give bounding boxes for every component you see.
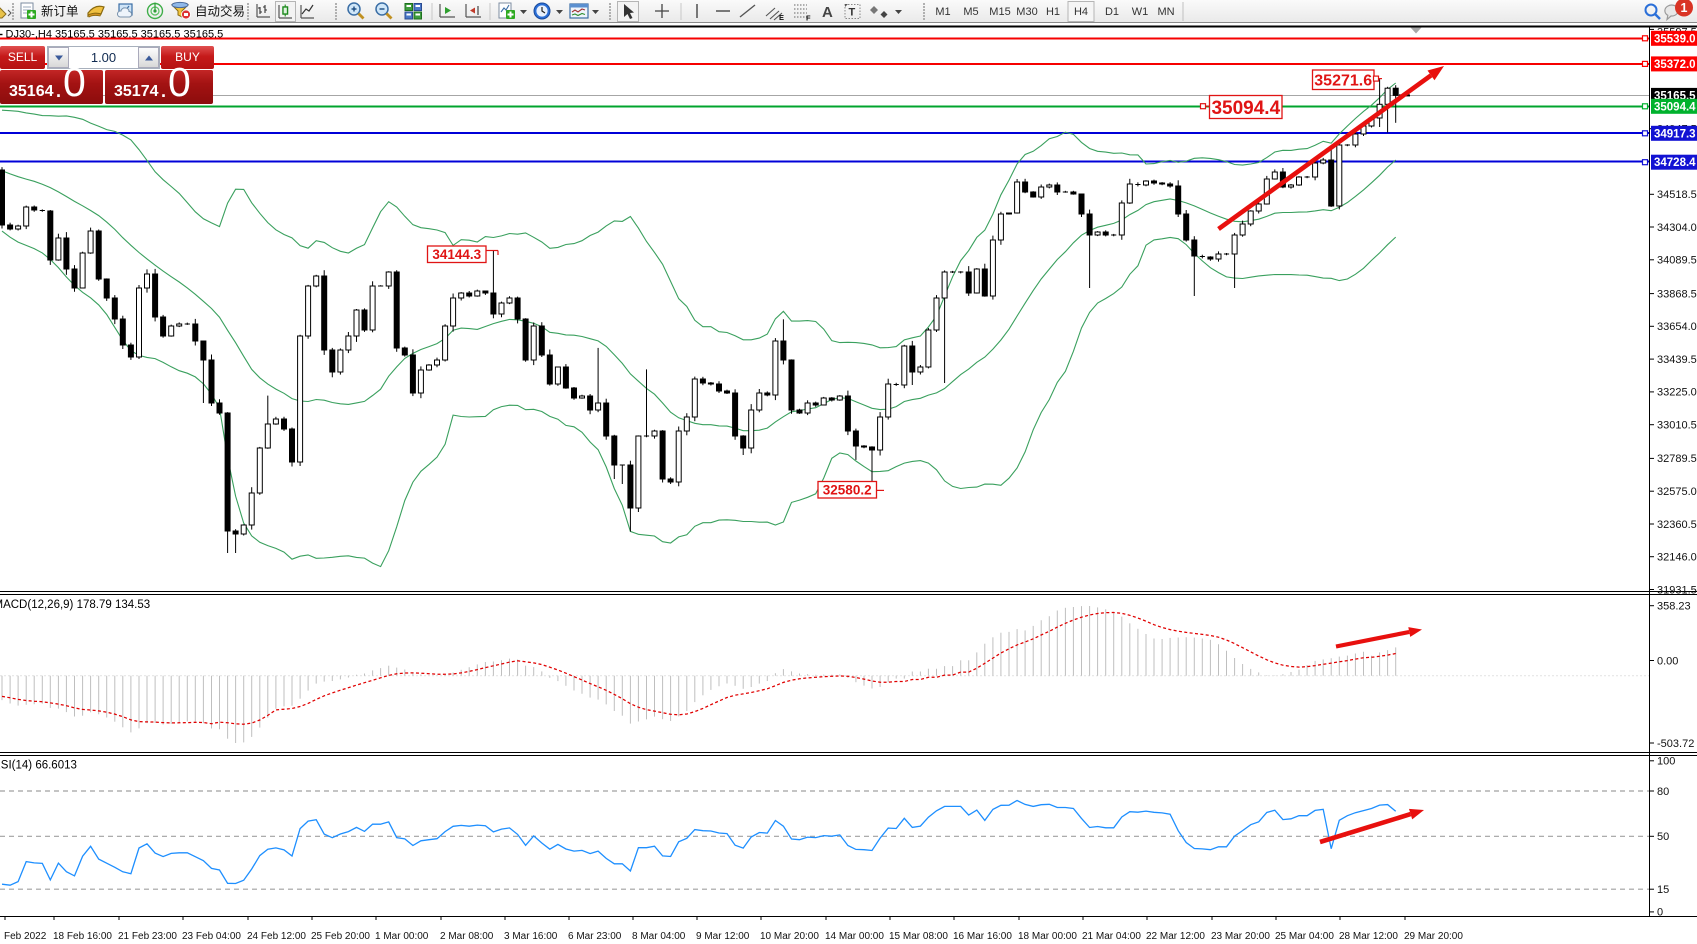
svg-text:33439.5: 33439.5 [1657,354,1697,366]
svg-text:33225.0: 33225.0 [1657,387,1697,399]
svg-text:H1: H1 [1046,6,1060,18]
svg-text:32789.5: 32789.5 [1657,453,1697,465]
svg-text:358.23: 358.23 [1657,601,1691,613]
svg-text:1: 1 [1681,1,1688,15]
svg-text:32575.0: 32575.0 [1657,486,1697,498]
svg-text:34917.3: 34917.3 [1654,128,1696,140]
svg-text:RSI(14) 66.6013: RSI(14) 66.6013 [0,760,77,772]
svg-text:E: E [779,13,784,22]
svg-text:14 Mar 00:00: 14 Mar 00:00 [825,931,884,942]
svg-text:32360.5: 32360.5 [1657,519,1697,531]
svg-text:M15: M15 [989,6,1010,18]
svg-text:80: 80 [1657,786,1669,798]
svg-text:1 Mar 00:00: 1 Mar 00:00 [375,931,429,942]
svg-text:W1: W1 [1132,6,1149,18]
svg-text:23 Feb 04:00: 23 Feb 04:00 [182,931,241,942]
svg-text:MACD(12,26,9) 178.79 134.53: MACD(12,26,9) 178.79 134.53 [0,599,150,611]
svg-text:M5: M5 [963,6,978,18]
svg-text:33010.5: 33010.5 [1657,420,1697,432]
svg-text:-503.72: -503.72 [1657,738,1694,750]
svg-text:33654.0: 33654.0 [1657,321,1697,333]
svg-text:25 Mar 04:00: 25 Mar 04:00 [1275,931,1334,942]
svg-text:F: F [806,14,811,23]
svg-text:6 Mar 23:00: 6 Mar 23:00 [568,931,622,942]
svg-text:28 Mar 12:00: 28 Mar 12:00 [1339,931,1398,942]
svg-text:21 Feb 23:00: 21 Feb 23:00 [118,931,177,942]
svg-text:34518.5: 34518.5 [1657,189,1697,201]
svg-text:18 Mar 00:00: 18 Mar 00:00 [1018,931,1077,942]
svg-text:35094.4: 35094.4 [1211,98,1280,119]
svg-text:MN: MN [1157,6,1174,18]
svg-text:100: 100 [1657,756,1675,768]
svg-text:H4: H4 [1074,6,1088,18]
svg-text:M30: M30 [1016,6,1037,18]
svg-text:34304.0: 34304.0 [1657,222,1697,234]
svg-text:DJ30-,H4 35165.5 35165.5 3516: DJ30-,H4 35165.5 35165.5 35165.5 35165.5 [6,29,224,41]
svg-text:32146.0: 32146.0 [1657,552,1697,564]
svg-text:Feb 2022: Feb 2022 [4,931,47,942]
svg-text:23 Mar 20:00: 23 Mar 20:00 [1211,931,1270,942]
svg-text:8 Mar 04:00: 8 Mar 04:00 [632,931,686,942]
svg-text:35271.6: 35271.6 [1314,73,1372,90]
svg-text:31931.5: 31931.5 [1657,584,1697,596]
svg-text:24 Feb 12:00: 24 Feb 12:00 [247,931,306,942]
svg-text:21 Mar 04:00: 21 Mar 04:00 [1082,931,1141,942]
svg-text:15 Mar 08:00: 15 Mar 08:00 [889,931,948,942]
svg-text:34144.3: 34144.3 [432,247,481,262]
svg-text:25 Feb 20:00: 25 Feb 20:00 [311,931,370,942]
svg-text:50: 50 [1657,831,1669,843]
svg-text:10 Mar 20:00: 10 Mar 20:00 [760,931,819,942]
svg-text:18 Feb 16:00: 18 Feb 16:00 [53,931,112,942]
svg-text:35372.0: 35372.0 [1654,59,1696,71]
svg-text:D1: D1 [1105,6,1119,18]
svg-text:35539.0: 35539.0 [1654,33,1696,45]
svg-text:32580.2: 32580.2 [823,483,872,498]
svg-text:34728.4: 34728.4 [1654,157,1696,169]
svg-text:3 Mar 16:00: 3 Mar 16:00 [504,931,558,942]
svg-text:M1: M1 [935,6,950,18]
svg-text:16 Mar 16:00: 16 Mar 16:00 [953,931,1012,942]
svg-text:35094.4: 35094.4 [1654,101,1696,113]
svg-text:15: 15 [1657,884,1669,896]
svg-text:2 Mar 08:00: 2 Mar 08:00 [440,931,494,942]
svg-text:22 Mar 12:00: 22 Mar 12:00 [1146,931,1205,942]
svg-text:自动交易: 自动交易 [195,4,245,19]
svg-text:9 Mar 12:00: 9 Mar 12:00 [696,931,750,942]
svg-text:34089.5: 34089.5 [1657,255,1697,267]
svg-text:新订单: 新订单 [41,4,79,19]
svg-text:0.00: 0.00 [1657,655,1678,667]
svg-text:0: 0 [1657,907,1663,919]
svg-text:A: A [822,4,833,21]
svg-text:33868.5: 33868.5 [1657,288,1697,300]
svg-text:29 Mar 20:00: 29 Mar 20:00 [1404,931,1463,942]
svg-text:T: T [849,7,856,19]
